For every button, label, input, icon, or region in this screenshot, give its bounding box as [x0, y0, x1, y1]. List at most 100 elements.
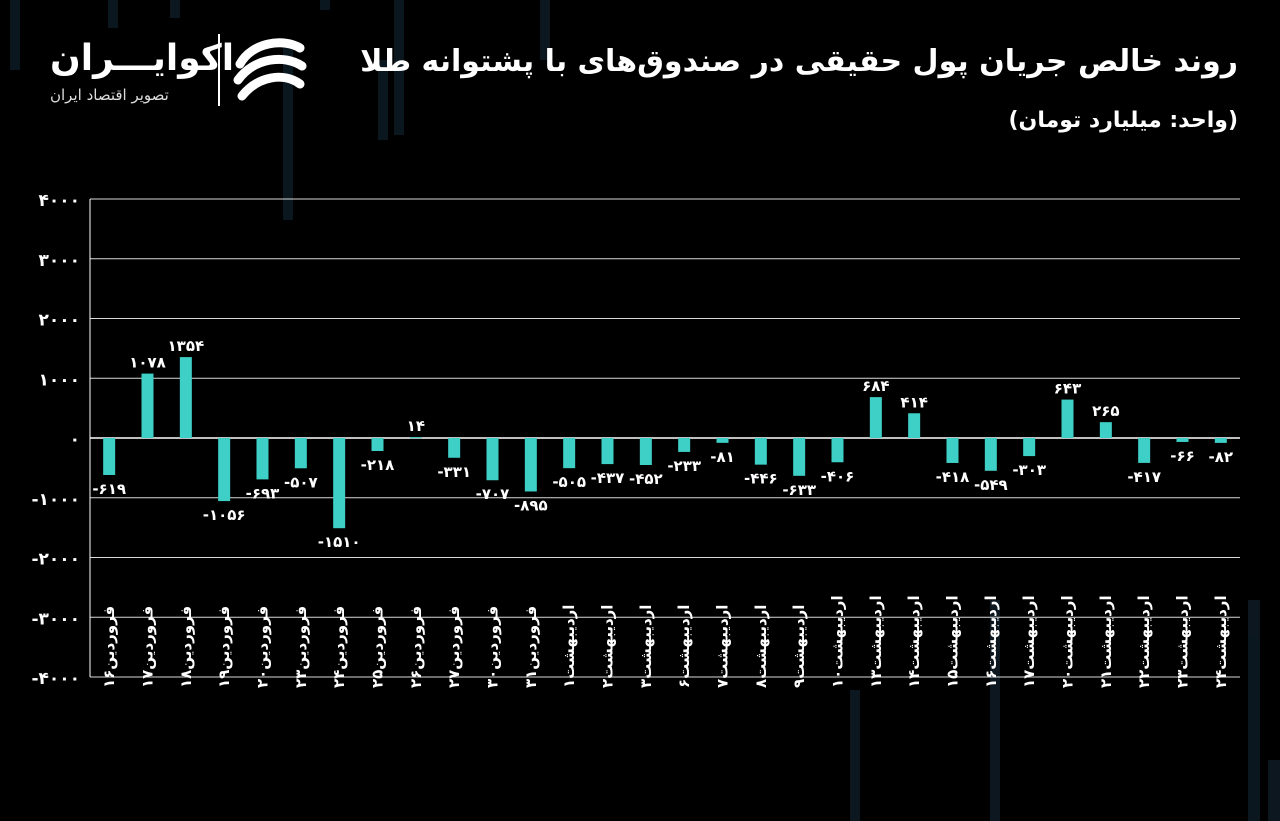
x-tick-label: فروردین۲۰ [254, 606, 272, 688]
bar-value-label: -۶۶ [1170, 447, 1195, 465]
bar-value-label: -۵۴۹ [974, 476, 1008, 494]
bar [1099, 422, 1112, 438]
y-tick-label: ۲۰۰۰ [38, 311, 80, 331]
bar [1023, 438, 1036, 457]
logo-name: اکوایـــران [50, 38, 235, 79]
bar-value-label: ۶۸۴ [862, 377, 889, 395]
bar-value-label: -۳۰۳ [1012, 461, 1046, 479]
y-tick-label: -۲۰۰۰ [31, 550, 80, 570]
bar [409, 437, 422, 439]
bar [869, 397, 882, 438]
bar [371, 438, 384, 452]
bar [984, 438, 997, 471]
x-tick-label: اردیبهشت۲۲ [1135, 595, 1153, 688]
bar-value-label: -۱۰۵۶ [203, 506, 246, 524]
bar [601, 438, 614, 465]
x-tick-label: فروردین۱۷ [139, 606, 157, 688]
bar-value-label: -۸۱ [710, 448, 735, 466]
bar [179, 357, 192, 438]
bar [678, 438, 691, 452]
logo-tagline: تصویر اقتصاد ایران [50, 86, 169, 104]
x-tick-label: اردیبهشت۷ [714, 605, 732, 688]
ekoiran-logo: اکوایـــران تصویر اقتصاد ایران [40, 32, 320, 112]
bar-value-label: -۶۹۳ [246, 484, 280, 502]
y-tick-label: ۳۰۰۰ [38, 251, 80, 271]
bar [1214, 438, 1227, 443]
bar [486, 438, 499, 481]
bar [831, 438, 844, 463]
bar-value-label: ۴۱۴ [900, 393, 927, 411]
bar [218, 438, 231, 502]
bar-value-label: -۴۵۲ [629, 470, 663, 488]
y-axis-ticks: ۴۰۰۰ ۳۰۰۰ ۲۰۰۰ ۱۰۰۰ ۰ -۱۰۰۰ -۲۰۰۰ -۳۰۰۰ -۴۰۰۰ [31, 191, 80, 689]
bar [1138, 438, 1151, 463]
bar-value-label: -۸۹۵ [514, 496, 548, 514]
bar-value-label: -۴۱۷ [1127, 468, 1161, 486]
bar [141, 373, 154, 438]
x-tick-label: اردیبهشت۲۳ [1174, 595, 1192, 688]
bar-value-label: -۲۱۸ [361, 456, 395, 474]
bar [754, 438, 767, 465]
bar [946, 438, 959, 463]
bar-value-label: -۴۳۷ [591, 469, 625, 487]
x-tick-label: فروردین۳۱ [522, 606, 540, 688]
x-tick-label: اردیبهشت۶ [675, 605, 693, 688]
y-tick-label: ۱۰۰۰ [38, 370, 80, 390]
x-tick-label: اردیبهشت۲ [599, 605, 617, 688]
bar [448, 438, 461, 458]
bar-value-label: ۱۴ [407, 417, 425, 435]
x-tick-label: اردیبهشت۱۳ [867, 595, 885, 688]
x-tick-label: فروردین۲۴ [330, 606, 348, 688]
bar-value-label: -۴۴۶ [744, 470, 778, 488]
bar [103, 438, 116, 475]
bar [563, 438, 576, 469]
bar-value-label: -۵۰۷ [284, 473, 318, 491]
y-tick-label: ۰ [70, 430, 80, 450]
x-tick-label: اردیبهشت۲۱ [1097, 595, 1115, 688]
bar-value-label: ۱۳۵۴ [168, 337, 205, 355]
bar-value-label: -۸۲ [1209, 448, 1234, 466]
x-tick-label: اردیبهشت۲۰ [1059, 595, 1077, 688]
bar-value-label: -۴۱۸ [936, 468, 970, 486]
bar-value-label: -۵۰۵ [552, 473, 586, 491]
bar-value-label: -۳۳۱ [437, 463, 471, 481]
x-tick-label: اردیبهشت۳ [637, 605, 655, 688]
ekoiran-swoosh-icon [233, 38, 307, 101]
x-tick-label: اردیبهشت۱۶ [982, 595, 1000, 688]
bar [1061, 399, 1074, 438]
bar [639, 438, 652, 466]
x-tick-label: اردیبهشت۱۰ [829, 595, 847, 688]
x-tick-label: اردیبهشت۱۵ [944, 595, 962, 688]
bar-value-label: ۱۰۷۸ [129, 354, 166, 372]
bar-value-label: ۲۶۵ [1092, 402, 1119, 420]
bar [294, 438, 307, 469]
bar-value-label: -۲۳۳ [667, 457, 701, 475]
y-tick-label: -۱۰۰۰ [31, 490, 80, 510]
chart-gridlines [89, 198, 1240, 678]
logo-divider [218, 34, 220, 106]
bar [908, 413, 921, 438]
chart-title: روند خالص جریان پول حقیقی در صندوق‌های ب… [360, 44, 1238, 79]
bar-value-label: ۶۴۳ [1054, 380, 1081, 398]
x-tick-label: فروردین۲۳ [292, 606, 310, 688]
x-tick-label: اردیبهشت۹ [790, 605, 808, 688]
x-tick-label: اردیبهشت۱۴ [905, 595, 923, 688]
x-tick-label: فروردین۱۶ [100, 606, 118, 688]
x-tick-label: اردیبهشت۱ [560, 605, 578, 688]
y-tick-label: -۴۰۰۰ [31, 669, 80, 689]
bar [333, 438, 346, 529]
x-axis-ticks: فروردین۱۶ فروردین۱۷ فروردین۱۸ فروردین۱۹ فرور… [100, 595, 1230, 688]
bar [1176, 438, 1189, 442]
bar [256, 438, 269, 480]
x-tick-label: فروردین۲۶ [407, 606, 425, 688]
y-tick-label: -۳۰۰۰ [31, 609, 80, 629]
y-tick-label: ۴۰۰۰ [38, 191, 80, 211]
x-tick-label: فروردین۳۰ [484, 606, 502, 688]
bar-value-label: -۶۳۳ [782, 481, 816, 499]
x-tick-label: فروردین۱۸ [177, 606, 195, 688]
bar-value-label: -۱۵۱۰ [318, 533, 361, 551]
x-tick-label: فروردین۲۷ [445, 606, 463, 688]
bar-value-label: -۴۰۶ [821, 467, 855, 485]
